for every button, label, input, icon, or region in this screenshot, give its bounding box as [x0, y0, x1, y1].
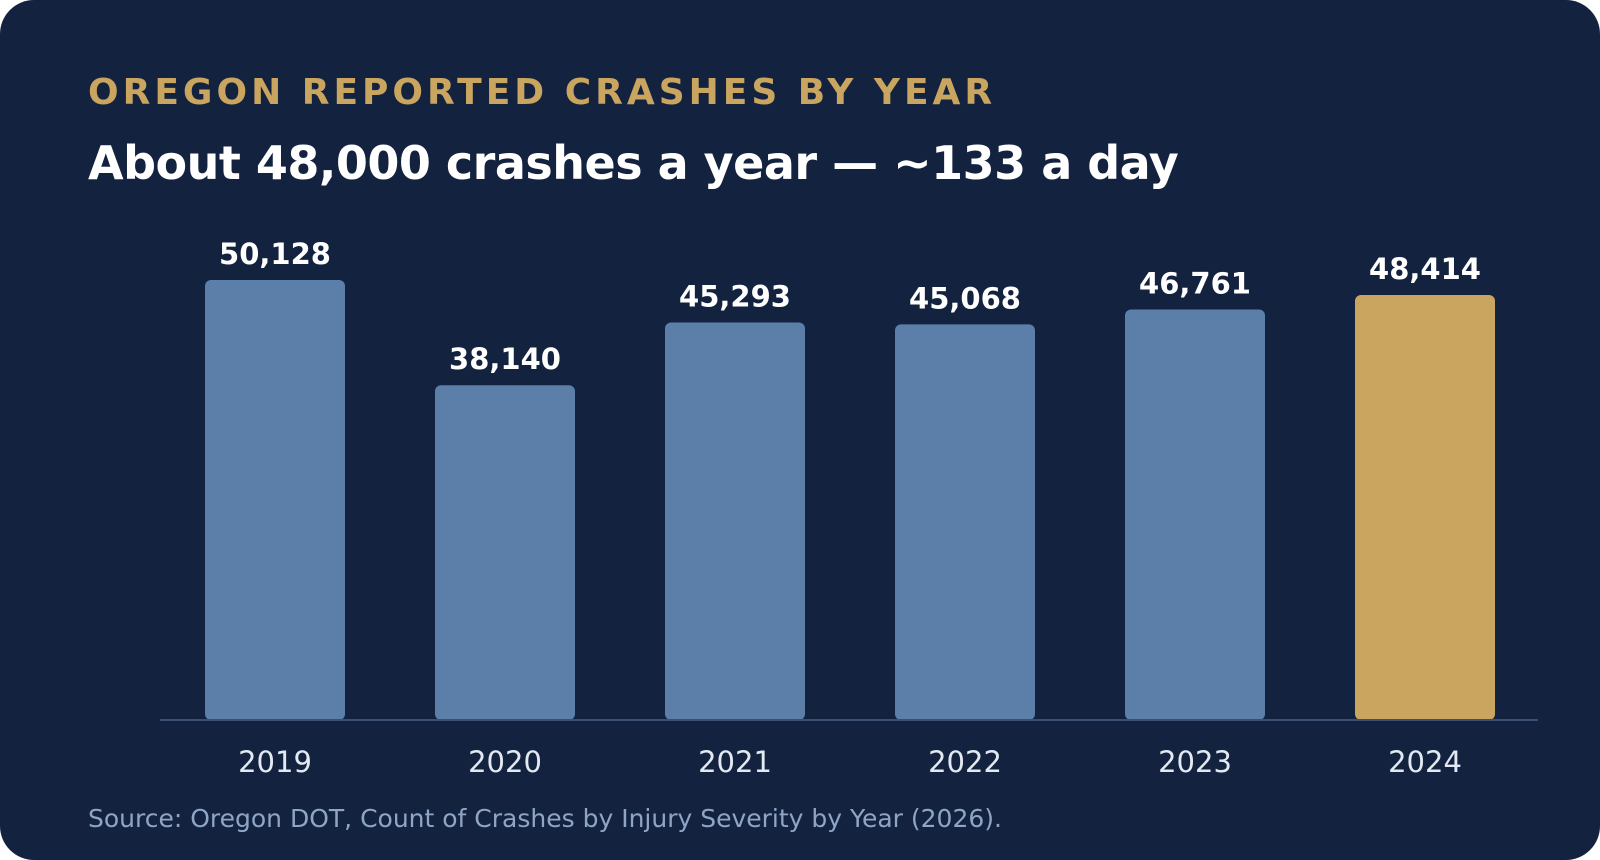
bar-2022 [895, 324, 1035, 720]
value-label-2020: 38,140 [449, 342, 561, 376]
x-tick-label-2021: 2021 [698, 745, 772, 779]
x-tick-label-2024: 2024 [1388, 745, 1462, 779]
labels-group: 50,128 2019 38,140 2020 45,293 2021 45,068 2022… [219, 237, 1481, 779]
bar-2021 [665, 322, 805, 720]
bar-2020 [435, 385, 575, 720]
x-tick-label-2022: 2022 [928, 745, 1002, 779]
source-note: Source: Oregon DOT, Count of Crashes by … [88, 804, 1002, 833]
value-label-2023: 46,761 [1139, 267, 1251, 301]
value-label-2024: 48,414 [1369, 252, 1481, 286]
x-tick-label-2023: 2023 [1158, 745, 1232, 779]
bar-2019 [205, 280, 345, 720]
chart-eyebrow: OREGON REPORTED CRASHES BY YEAR [88, 72, 997, 113]
chart-headline: About 48,000 crashes a year — ~133 a day [88, 136, 1179, 190]
value-label-2019: 50,128 [219, 237, 331, 271]
value-label-2022: 45,068 [909, 281, 1021, 315]
bar-2023 [1125, 309, 1265, 720]
bar-2024 [1355, 295, 1495, 720]
x-tick-label-2020: 2020 [468, 745, 542, 779]
x-tick-label-2019: 2019 [238, 745, 312, 779]
bars-group [205, 280, 1495, 720]
value-label-2021: 45,293 [679, 279, 791, 313]
